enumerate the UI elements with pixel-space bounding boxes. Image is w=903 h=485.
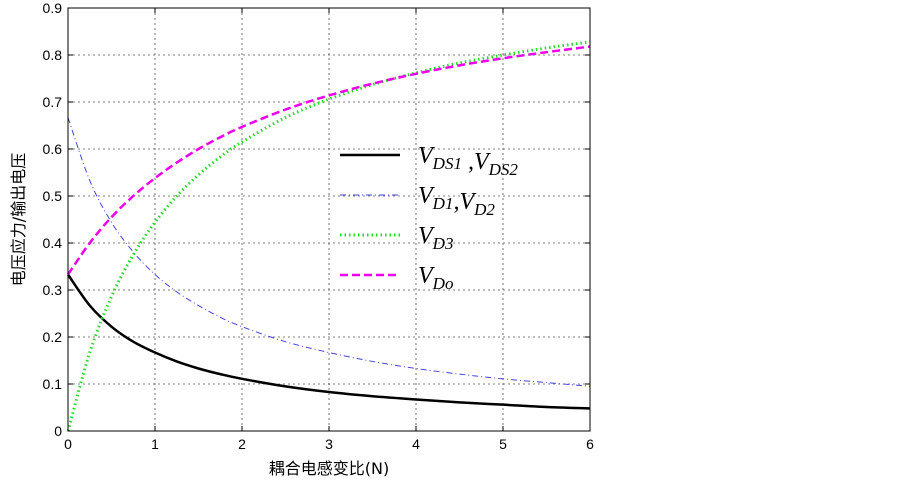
x-tick-label: 6 [586, 436, 594, 452]
y-tick-label: 0.8 [43, 47, 63, 63]
series-line-4 [66, 45, 591, 276]
legend-label-1: VDS1 ,VDS2 [418, 143, 518, 179]
x-tick-label: 0 [64, 436, 72, 452]
series-layer [66, 40, 591, 432]
series-line-2 [67, 117, 591, 387]
y-tick-label: 0.1 [43, 376, 63, 392]
y-tick-label: 0.5 [43, 188, 63, 204]
ticks: 0 1 2 3 4 5 6 0 0.1 0.2 0.3 0.4 0.5 0.6 0.7 0.8 0.9 [43, 0, 595, 452]
legend: VDS1 ,VDS2 VD1,VD2 VD3 VDo [340, 143, 518, 293]
y-axis-label: 电压应力/输出电压 [9, 153, 28, 286]
legend-label-2: VD1,VD2 [418, 183, 495, 219]
grid [68, 8, 590, 431]
y-tick-label: 0 [54, 423, 62, 439]
x-tick-label: 1 [151, 436, 159, 452]
series-line-1 [66, 273, 591, 410]
x-tick-label: 5 [499, 436, 507, 452]
y-tick-label: 0.9 [43, 0, 63, 16]
x-tick-label: 3 [325, 436, 333, 452]
series-line-3 [66, 40, 591, 432]
legend-label-4: VDo [418, 263, 453, 293]
x-tick-label: 4 [412, 436, 420, 452]
y-tick-label: 0.7 [43, 94, 63, 110]
y-tick-label: 0.3 [43, 282, 63, 298]
x-tick-label: 2 [238, 436, 246, 452]
legend-label-3: VD3 [418, 223, 453, 253]
y-tick-label: 0.2 [43, 329, 63, 345]
x-axis-label: 耦合电感变比(N) [269, 459, 389, 478]
y-tick-label: 0.4 [43, 235, 63, 251]
y-tick-label: 0.6 [43, 141, 63, 157]
